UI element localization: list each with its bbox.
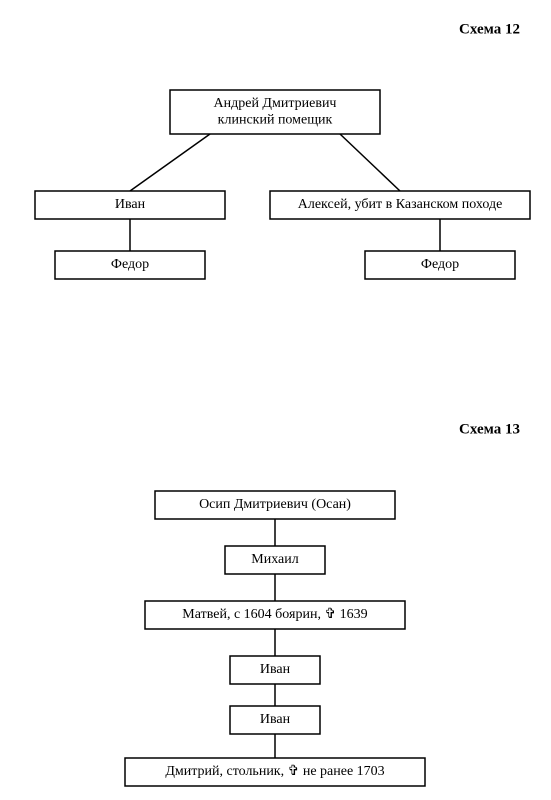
s12-alexei: Алексей, убит в Казанском походе [270, 191, 530, 219]
s13-ivan1-label-0: Иван [260, 662, 291, 677]
s12-root: Андрей Дмитриевичклинский помещик [170, 90, 380, 134]
s12-root-label-1: клинский помещик [218, 112, 333, 127]
s13-ivan1: Иван [230, 656, 320, 684]
s13-osip-label-0: Осип Дмитриевич (Осан) [199, 497, 351, 512]
s12-alexei-label-0: Алексей, убит в Казанском походе [298, 197, 503, 212]
s13-mikhail: Михаил [225, 546, 325, 574]
s13-osip: Осип Дмитриевич (Осан) [155, 491, 395, 519]
s12-fedor2-label-0: Федор [421, 257, 459, 272]
s12-root-label-0: Андрей Дмитриевич [214, 96, 337, 111]
s13-ivan2: Иван [230, 706, 320, 734]
titles-layer: Схема 12 Схема 13 [459, 21, 520, 437]
title-12: Схема 12 [459, 21, 520, 37]
nodes-layer: Андрей Дмитриевичклинский помещик Иван Але… [35, 90, 530, 786]
s13-matvei-label-0: Матвей, с 1604 боярин, ✞ 1639 [182, 607, 367, 622]
s12-fedor2: Федор [365, 251, 515, 279]
diagram-canvas: Андрей Дмитриевичклинский помещик Иван Але… [0, 0, 551, 800]
s13-dmitri-label-0: Дмитрий, стольник, ✞ не ранее 1703 [165, 764, 384, 779]
s13-matvei: Матвей, с 1604 боярин, ✞ 1639 [145, 601, 405, 629]
s13-mikhail-label-0: Михаил [251, 552, 298, 567]
s13-ivan2-label-0: Иван [260, 712, 291, 727]
s12-ivan: Иван [35, 191, 225, 219]
edge-s12-root-s12-ivan [130, 134, 210, 191]
s13-dmitri: Дмитрий, стольник, ✞ не ранее 1703 [125, 758, 425, 786]
s12-fedor1-label-0: Федор [111, 257, 149, 272]
edge-s12-root-s12-alexei [340, 134, 400, 191]
s12-fedor1: Федор [55, 251, 205, 279]
title-13: Схема 13 [459, 421, 520, 437]
s12-ivan-label-0: Иван [115, 197, 146, 212]
